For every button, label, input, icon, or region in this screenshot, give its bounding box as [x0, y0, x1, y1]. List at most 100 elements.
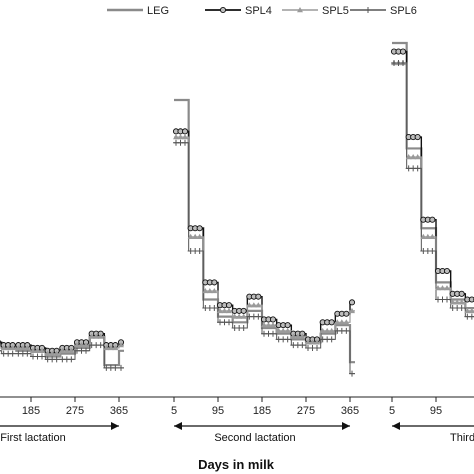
data-point-spl6 [196, 248, 203, 255]
data-point-spl5 [177, 134, 184, 140]
data-point-spl6 [284, 336, 291, 343]
data-point-spl5 [265, 322, 272, 328]
data-point-spl5 [211, 287, 218, 294]
data-point-spl5 [173, 134, 179, 140]
data-point-spl5 [202, 287, 209, 294]
legend-marker-spl4 [219, 6, 227, 14]
data-point-spl6 [83, 347, 90, 354]
arrow-head-right [342, 422, 351, 430]
data-point-spl5 [192, 233, 199, 239]
data-point-spl5 [206, 287, 213, 294]
data-point-spl5 [454, 299, 461, 305]
data-point-spl5 [299, 333, 306, 339]
data-point-spl4 [269, 316, 277, 323]
data-point-spl5 [250, 302, 257, 308]
legend-label-leg: LEG [147, 5, 169, 17]
data-point-spl5 [231, 313, 238, 319]
data-point-spl6 [444, 296, 451, 303]
data-point-spl5 [255, 302, 262, 308]
data-point-spl5 [5, 344, 12, 351]
x-tick-label: 95 [430, 405, 442, 417]
data-point-spl6 [240, 325, 247, 331]
data-point-spl6 [349, 370, 356, 377]
data-point-spl5 [93, 333, 100, 339]
data-point-spl5 [420, 233, 427, 239]
data-point-spl5 [112, 344, 119, 351]
data-point-spl4 [225, 302, 233, 309]
x-tick-label: 275 [66, 405, 84, 417]
data-point-spl5 [429, 233, 436, 239]
data-point-spl5 [449, 299, 456, 305]
data-point-spl5 [309, 339, 316, 345]
x-tick-label: 95 [212, 405, 224, 417]
data-point-spl5 [458, 299, 465, 305]
data-point-spl4 [0, 339, 2, 345]
series-markers [0, 48, 474, 377]
data-point-spl6 [458, 305, 465, 312]
data-point-spl4 [458, 290, 465, 297]
data-point-spl6 [68, 356, 75, 363]
data-point-spl5 [74, 342, 81, 348]
data-point-spl4 [399, 48, 407, 55]
data-point-spl4 [328, 319, 335, 326]
data-point-spl4 [240, 307, 247, 314]
data-point-spl5 [319, 327, 326, 334]
data-point-spl5 [83, 342, 90, 348]
data-point-spl5 [338, 319, 345, 325]
data-point-spl5 [328, 327, 335, 334]
arrow-head-left [392, 422, 400, 430]
data-point-spl5 [30, 347, 37, 353]
data-point-spl5 [439, 285, 446, 291]
data-point-spl5 [221, 307, 228, 314]
data-point-spl5 [34, 347, 41, 353]
data-point-spl6 [314, 344, 321, 351]
data-point-spl5 [59, 347, 66, 353]
data-point-spl5 [78, 342, 85, 348]
data-point-spl5 [275, 327, 282, 334]
data-point-spl5 [182, 134, 188, 140]
arrow-head-right [111, 422, 120, 430]
data-point-spl5 [410, 154, 417, 160]
data-point-spl4 [414, 133, 421, 141]
data-point-spl6 [400, 59, 406, 66]
data-point-spl4 [211, 279, 218, 286]
lactation-label-2: Second lactation [214, 432, 295, 444]
data-point-spl5 [24, 344, 31, 351]
data-point-spl5 [53, 350, 60, 356]
data-point-spl6 [255, 313, 262, 320]
data-point-spl5 [107, 344, 114, 351]
data-point-spl6 [299, 342, 306, 349]
data-point-spl5 [44, 350, 51, 356]
legend-label-spl4: SPL4 [245, 5, 272, 17]
data-point-spl5 [405, 154, 412, 160]
data-point-spl5 [284, 327, 291, 334]
x-tick-label: 185 [22, 405, 40, 417]
data-point-spl5 [334, 319, 341, 325]
data-point-spl5 [414, 154, 421, 160]
x-axis: 185 275 365 5 95 185 275 365 5 95 [0, 396, 474, 417]
data-point-spl6 [414, 165, 421, 172]
legend-marker-spl6 [365, 7, 371, 13]
data-point-spl5 [236, 313, 243, 319]
data-point-spl5 [324, 327, 331, 334]
data-point-spl4 [284, 322, 291, 329]
data-point-spl4 [343, 310, 350, 317]
series-line-spl4-lactation-2 [174, 130, 356, 341]
data-point-spl6 [468, 313, 474, 320]
data-point-spl6 [24, 350, 31, 357]
data-point-spl5 [294, 333, 301, 339]
legend-label-spl5: SPL5 [322, 5, 349, 17]
data-point-spl5 [435, 285, 442, 291]
data-point-spl6 [226, 319, 233, 326]
series-line-spl6-lactation-3 [392, 62, 474, 318]
data-point-spl6 [97, 342, 104, 349]
data-point-spl5 [9, 344, 16, 351]
data-point-spl4 [468, 296, 474, 303]
data-point-spl5 [270, 322, 277, 328]
data-point-spl4 [196, 225, 203, 232]
x-tick-label: 5 [389, 405, 395, 417]
data-point-spl6 [112, 364, 119, 371]
data-point-spl5 [246, 302, 253, 308]
legend: LEG SPL4 SPL5 SPL6 [107, 5, 417, 17]
